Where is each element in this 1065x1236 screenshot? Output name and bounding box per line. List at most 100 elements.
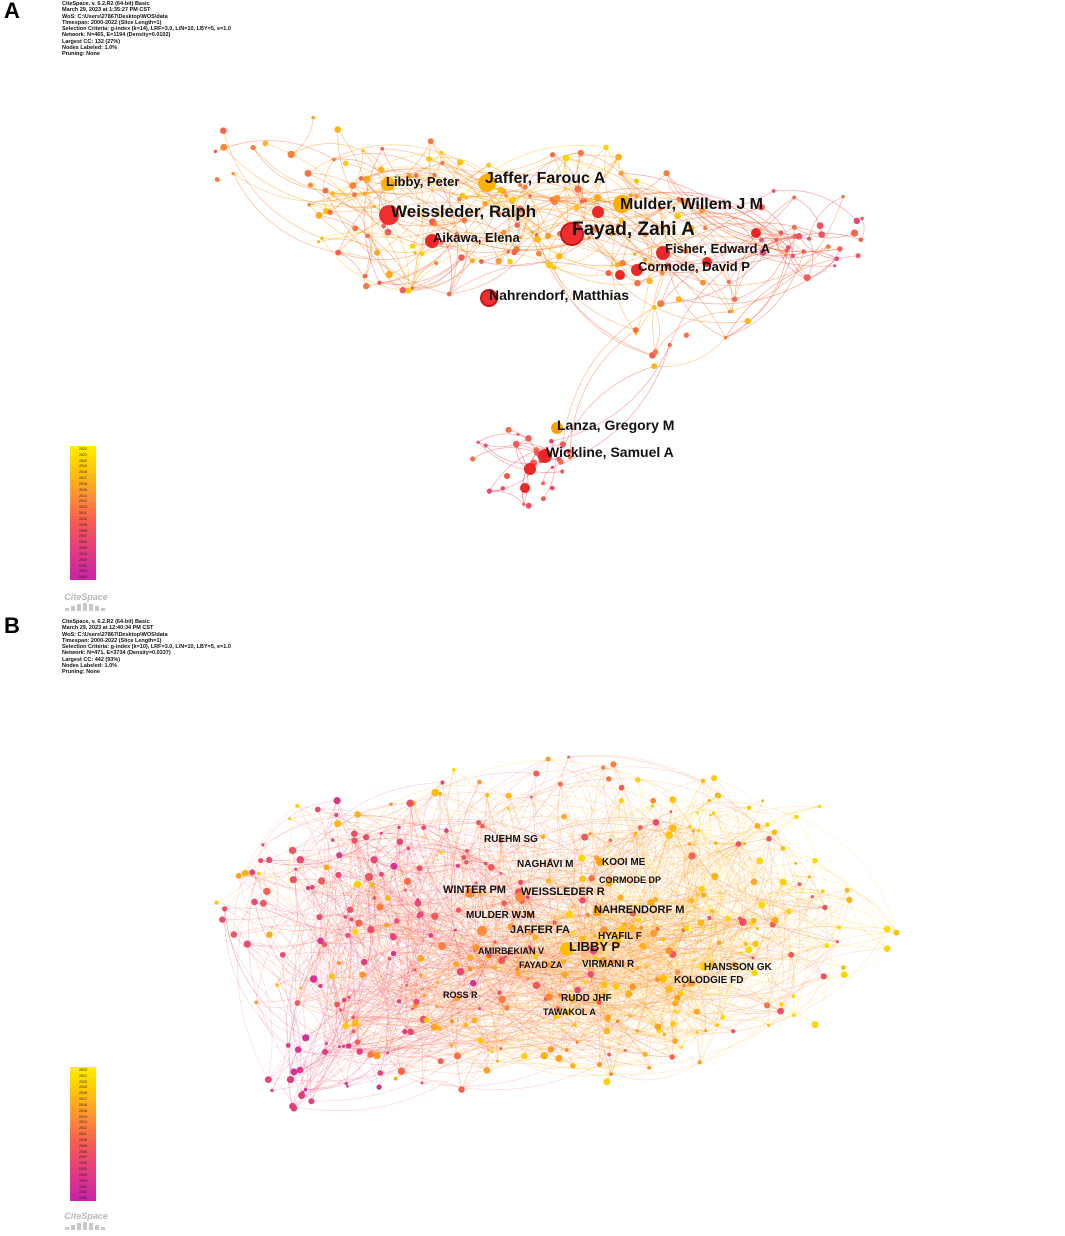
network-edge bbox=[387, 947, 477, 1054]
network-edge bbox=[505, 956, 647, 980]
brand-text: CiteSpace bbox=[64, 1211, 108, 1221]
network-edge bbox=[620, 897, 740, 926]
network-edge bbox=[676, 894, 704, 994]
network-node bbox=[455, 907, 462, 913]
network-edge bbox=[255, 1002, 298, 1009]
network-edge bbox=[456, 964, 498, 1062]
network-edge bbox=[286, 940, 321, 1046]
network-edge bbox=[470, 947, 646, 975]
network-edge bbox=[324, 969, 518, 1053]
network-edge bbox=[685, 863, 796, 929]
network-edge bbox=[613, 947, 670, 962]
network-edge bbox=[487, 795, 583, 939]
network-edge bbox=[343, 919, 359, 1001]
network-node bbox=[812, 857, 818, 864]
network-edge bbox=[233, 874, 339, 935]
network-edge bbox=[453, 769, 519, 893]
network-edge bbox=[343, 935, 355, 1001]
network-edge bbox=[563, 928, 688, 966]
network-node bbox=[601, 981, 608, 988]
network-node bbox=[550, 465, 555, 469]
network-edge bbox=[488, 1024, 682, 1051]
network-edge bbox=[474, 859, 551, 1021]
network-edge bbox=[419, 867, 610, 901]
network-node bbox=[379, 831, 383, 835]
network-node bbox=[432, 172, 437, 177]
network-edge bbox=[508, 795, 583, 859]
network-edge bbox=[451, 950, 594, 1046]
network-node bbox=[500, 486, 506, 491]
network-edge bbox=[345, 1023, 488, 1071]
network-node bbox=[589, 947, 598, 955]
network-edge bbox=[672, 828, 776, 921]
network-edge bbox=[326, 803, 392, 868]
network-edge bbox=[348, 931, 378, 1056]
network-node bbox=[390, 950, 397, 957]
network-edge bbox=[293, 803, 392, 880]
legend-year-tick: 2013 bbox=[79, 1120, 87, 1125]
network-node bbox=[310, 975, 318, 983]
network-edge bbox=[780, 954, 795, 1012]
network-edge bbox=[293, 999, 345, 1109]
network-edge bbox=[652, 800, 728, 919]
network-edge bbox=[479, 892, 631, 1017]
network-edge bbox=[321, 238, 409, 292]
network-edge bbox=[413, 802, 564, 962]
network-node bbox=[592, 225, 600, 233]
network-edge bbox=[381, 833, 467, 1026]
network-edge bbox=[387, 903, 419, 1072]
network-edge bbox=[521, 900, 533, 947]
network-edge bbox=[603, 834, 670, 995]
network-node bbox=[516, 432, 520, 436]
network-node bbox=[540, 1052, 548, 1060]
network-node bbox=[751, 956, 755, 960]
network-edge bbox=[488, 954, 674, 979]
network-node bbox=[454, 928, 457, 932]
network-edge bbox=[620, 806, 820, 898]
network-edge bbox=[358, 825, 483, 924]
network-edge bbox=[346, 889, 410, 1084]
network-edge bbox=[762, 246, 829, 259]
network-edge bbox=[658, 942, 720, 1031]
network-node bbox=[764, 1002, 771, 1009]
network-edge bbox=[589, 237, 726, 338]
network-edge bbox=[527, 939, 754, 979]
network-edge bbox=[290, 999, 503, 1082]
network-edge bbox=[474, 1018, 567, 1051]
network-edge bbox=[475, 913, 570, 948]
legend-year-tick: 2005 bbox=[79, 546, 87, 551]
network-node bbox=[413, 250, 417, 255]
network-edge bbox=[451, 933, 613, 1046]
network-edge bbox=[559, 995, 608, 1020]
network-node bbox=[339, 1008, 343, 1012]
network-edge bbox=[658, 974, 845, 1035]
network-node bbox=[546, 962, 552, 968]
network-edge bbox=[338, 252, 409, 292]
network-edge bbox=[466, 845, 610, 884]
network-edge bbox=[488, 986, 616, 1051]
network-edge bbox=[316, 940, 344, 1047]
network-edge bbox=[371, 884, 402, 1054]
network-edge bbox=[451, 1013, 579, 1042]
network-node bbox=[444, 828, 449, 833]
network-node bbox=[446, 291, 452, 297]
network-edge bbox=[222, 130, 323, 239]
network-node bbox=[323, 864, 330, 871]
network-edge bbox=[404, 982, 586, 1037]
network-edge bbox=[412, 175, 424, 247]
network-edge bbox=[479, 859, 551, 1009]
network-node bbox=[634, 280, 641, 287]
network-edge bbox=[609, 880, 744, 923]
network-edge bbox=[651, 834, 677, 1002]
network-node bbox=[385, 270, 393, 279]
network-edge bbox=[421, 1037, 579, 1084]
network-edge bbox=[362, 974, 413, 1009]
network-edge bbox=[491, 867, 681, 994]
legend-year-tick: 2010 bbox=[79, 1137, 87, 1142]
network-edge bbox=[381, 822, 479, 875]
network-edge bbox=[549, 859, 580, 1013]
network-edge bbox=[423, 969, 591, 1020]
network-edge bbox=[501, 946, 592, 1000]
network-edge bbox=[715, 816, 797, 845]
network-edge bbox=[794, 227, 855, 239]
